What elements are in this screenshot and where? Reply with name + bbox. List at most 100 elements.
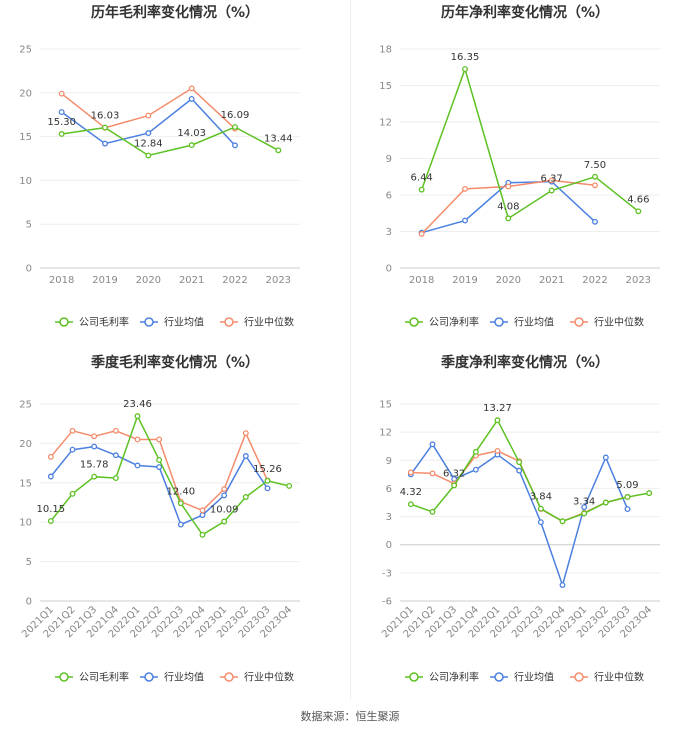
y-tick-label: 6 bbox=[386, 484, 392, 495]
data-point bbox=[559, 582, 566, 589]
legend-marker bbox=[144, 672, 154, 682]
data-point bbox=[47, 518, 54, 524]
x-tick-label: 2019 bbox=[452, 275, 477, 286]
data-point bbox=[91, 473, 98, 480]
data-point bbox=[221, 486, 228, 493]
y-tick-label: 15 bbox=[19, 132, 32, 143]
data-point bbox=[134, 413, 141, 420]
legend-label: 行业均值 bbox=[164, 671, 204, 684]
data-point bbox=[112, 475, 119, 482]
y-tick-label: 10 bbox=[19, 176, 32, 187]
data-point bbox=[156, 456, 163, 463]
data-label: 3.34 bbox=[573, 496, 595, 507]
data-point bbox=[451, 482, 458, 489]
x-tick-label: 2018 bbox=[49, 275, 74, 286]
series-line bbox=[61, 126, 279, 157]
data-point bbox=[516, 467, 523, 474]
data-point bbox=[537, 519, 544, 526]
y-tick-label: 0 bbox=[386, 540, 392, 551]
data-label: 4.32 bbox=[400, 487, 422, 498]
data-point bbox=[624, 494, 631, 500]
y-tick-label: 10 bbox=[19, 518, 32, 529]
y-tick-label: 3 bbox=[386, 512, 392, 523]
legend-marker bbox=[494, 317, 504, 327]
x-tick-label: 2018 bbox=[409, 275, 434, 286]
panel-quarterly-gross-margin: 季度毛利率变化情况（%） 0 5 10 15 20 25 2021Q1 2021Q2 2021Q3… bbox=[0, 350, 350, 705]
data-point bbox=[69, 427, 76, 434]
y-tick-label: 0 bbox=[386, 264, 392, 275]
data-point bbox=[145, 112, 152, 119]
data-point bbox=[264, 485, 271, 492]
legend-label: 行业均值 bbox=[514, 671, 554, 684]
data-point bbox=[102, 140, 108, 147]
data-point bbox=[494, 417, 501, 424]
data-point bbox=[635, 208, 642, 215]
legend-label: 行业中位数 bbox=[594, 316, 644, 329]
data-point bbox=[407, 469, 414, 476]
data-point bbox=[91, 433, 98, 440]
data-point bbox=[624, 506, 631, 513]
data-point bbox=[581, 510, 588, 517]
y-tick-label: 9 bbox=[386, 456, 392, 467]
y-tick-label: 9 bbox=[386, 154, 392, 165]
legend-marker bbox=[59, 672, 69, 682]
data-point bbox=[188, 95, 195, 102]
y-tick-label: 12 bbox=[379, 428, 392, 439]
data-point bbox=[242, 453, 249, 459]
data-point bbox=[145, 152, 152, 159]
y-tick-label: 15 bbox=[379, 81, 392, 92]
data-label: 16.09 bbox=[221, 110, 250, 121]
data-point bbox=[548, 177, 555, 184]
data-label: 5.09 bbox=[616, 480, 638, 491]
chart-quarterly-net-margin: 季度净利率变化情况（%）-6-3036912152021Q12021Q22021… bbox=[379, 354, 660, 684]
data-point bbox=[177, 521, 184, 528]
data-point bbox=[592, 218, 598, 225]
x-tick-label: 2021 bbox=[179, 275, 204, 286]
data-point bbox=[188, 142, 195, 149]
data-label: 15.26 bbox=[253, 464, 282, 475]
data-point bbox=[177, 500, 184, 507]
y-tick-label: 12 bbox=[379, 118, 392, 129]
legend-label: 行业均值 bbox=[514, 316, 554, 329]
data-label: 10.09 bbox=[210, 504, 239, 515]
data-point bbox=[47, 453, 54, 460]
x-tick-label: 2021 bbox=[539, 275, 564, 286]
data-point bbox=[646, 490, 653, 497]
data-label: 16.35 bbox=[451, 52, 480, 63]
data-point bbox=[429, 441, 436, 448]
series-line bbox=[61, 87, 236, 130]
data-point bbox=[429, 470, 436, 477]
legend-marker bbox=[574, 672, 584, 682]
series-line bbox=[410, 418, 650, 523]
legend-marker bbox=[59, 317, 69, 327]
legend-marker bbox=[144, 317, 154, 327]
data-label: 13.27 bbox=[483, 403, 512, 414]
data-label: 3.84 bbox=[530, 492, 552, 503]
data-point bbox=[592, 173, 598, 180]
data-point bbox=[199, 507, 206, 514]
legend-marker bbox=[574, 317, 584, 327]
x-tick-label: 2020 bbox=[496, 275, 521, 286]
y-tick-label: -3 bbox=[382, 568, 392, 579]
data-point bbox=[221, 518, 228, 525]
data-point bbox=[472, 466, 479, 473]
data-point bbox=[286, 483, 293, 489]
series-line bbox=[50, 414, 290, 536]
vertical-divider bbox=[350, 0, 351, 700]
data-point bbox=[232, 124, 238, 131]
data-point bbox=[462, 185, 468, 192]
data-label: 23.46 bbox=[123, 399, 152, 410]
data-label: 13.44 bbox=[264, 133, 293, 144]
data-label: 7.50 bbox=[584, 160, 606, 171]
y-tick-label: 15 bbox=[19, 478, 32, 489]
legend-label: 行业中位数 bbox=[244, 316, 294, 329]
y-tick-label: 0 bbox=[26, 597, 32, 608]
y-tick-label: 6 bbox=[386, 191, 392, 202]
data-label: 15.78 bbox=[80, 460, 109, 471]
legend-label: 行业中位数 bbox=[244, 671, 294, 684]
series-line bbox=[410, 442, 629, 588]
data-point bbox=[112, 452, 119, 459]
x-tick-label: 2020 bbox=[136, 275, 161, 286]
chart-title: 季度净利率变化情况（%） bbox=[440, 354, 609, 371]
data-point bbox=[429, 508, 436, 515]
